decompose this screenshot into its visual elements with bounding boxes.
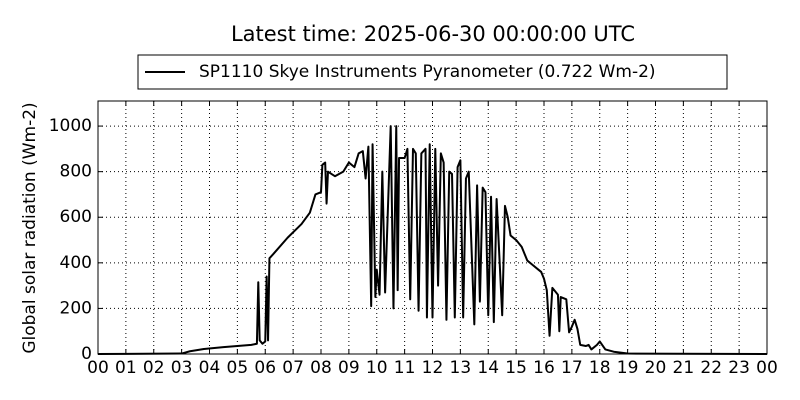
x-tick-label: 04 [199,358,221,378]
y-tick-label: 0 [81,344,92,364]
y-tick-label: 400 [60,253,92,273]
x-tick-label: 17 [561,358,583,378]
legend: SP1110 Skye Instruments Pyranometer (0.7… [137,54,728,90]
x-tick-label: 18 [589,358,611,378]
x-tick-label: 19 [617,358,639,378]
y-axis-label: Global solar radiation (Wm-2) [20,102,40,353]
x-tick-label: 23 [728,358,750,378]
x-tick-label: 21 [673,358,695,378]
legend-label: SP1110 Skye Instruments Pyranometer (0.7… [199,62,656,82]
x-tick-label: 16 [533,358,555,378]
x-tick-label: 01 [115,358,137,378]
x-tick-label: 03 [171,358,193,378]
x-tick-label: 07 [282,358,304,378]
x-tick-label: 06 [254,358,276,378]
legend-box [137,54,728,90]
x-tick-label: 05 [227,358,249,378]
x-tick-label: 09 [338,358,360,378]
x-tick-label: 13 [450,358,472,378]
x-tick-label: 08 [310,358,332,378]
x-tick-label: 14 [477,358,499,378]
chart-title: Latest time: 2025-06-30 00:00:00 UTC [231,22,635,46]
x-tick-label: 11 [394,358,416,378]
y-tick-label: 1000 [49,116,92,136]
y-tick-label: 600 [60,207,92,227]
x-tick-label: 12 [422,358,444,378]
x-tick-label: 15 [505,358,527,378]
x-tick-label: 00 [756,358,778,378]
x-tick-label: 20 [645,358,667,378]
y-tick-label: 800 [60,162,92,182]
x-tick-label: 00 [87,358,109,378]
y-tick-label: 200 [60,298,92,318]
data-line [97,125,768,355]
x-tick-label: 02 [143,358,165,378]
x-tick-label: 22 [700,358,722,378]
x-tick-label: 10 [366,358,388,378]
